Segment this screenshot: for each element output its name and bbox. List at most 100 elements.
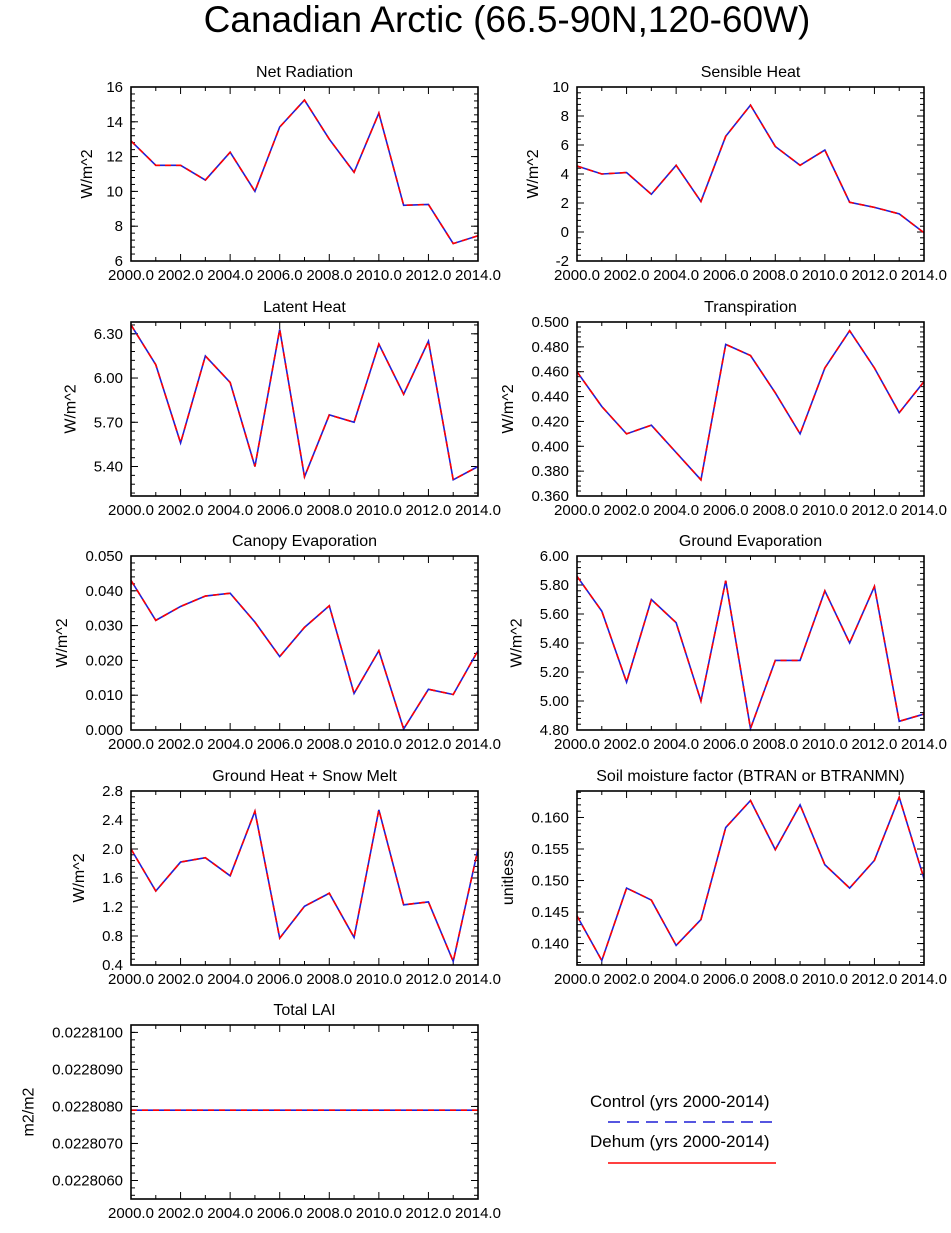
x-tick-label: 2006.0 bbox=[257, 736, 303, 753]
y-tick-label: 0.040 bbox=[85, 583, 123, 600]
series-control-line bbox=[130, 808, 479, 965]
x-tick-label: 2004.0 bbox=[207, 267, 253, 284]
x-tick-label: 2010.0 bbox=[802, 971, 848, 988]
y-tick-label: 5.70 bbox=[94, 414, 123, 431]
y-tick-label: 5.60 bbox=[540, 606, 569, 623]
panel: Latent Heat 2000.0 2002.0 2004.0 2006.0 2008.… bbox=[62, 299, 501, 519]
series-dehum-line bbox=[576, 103, 925, 234]
series-dehum-line bbox=[576, 329, 925, 482]
x-tick-label: 2010.0 bbox=[802, 267, 848, 284]
y-axis-label: W/m^2 bbox=[525, 149, 542, 198]
plot-frame bbox=[576, 790, 925, 966]
x-tick-label: 2002.0 bbox=[604, 267, 650, 284]
y-tick-label: 0.155 bbox=[531, 841, 569, 858]
x-tick-label: 2000.0 bbox=[108, 971, 154, 988]
x-tick-label: 2010.0 bbox=[356, 1205, 402, 1222]
y-tick-label: 0.150 bbox=[531, 873, 569, 890]
x-tick-label: 2004.0 bbox=[653, 736, 699, 753]
y-tick-label: 6 bbox=[561, 137, 569, 154]
y-tick-label: 0.145 bbox=[531, 904, 569, 921]
x-tick-label: 2002.0 bbox=[604, 971, 650, 988]
series-dehum-line bbox=[130, 324, 479, 482]
panel: Canopy Evaporation 2000.0 2002.0 2004.0 2006… bbox=[54, 533, 501, 753]
panel: Transpiration 2000.0 2002.0 2004.0 2006.0 200… bbox=[500, 299, 947, 519]
x-tick-label: 2004.0 bbox=[207, 971, 253, 988]
y-tick-label: 6.00 bbox=[94, 370, 123, 387]
y-tick-label: 2.4 bbox=[102, 812, 123, 829]
x-tick-label: 2002.0 bbox=[158, 1205, 204, 1222]
x-tick-label: 2014.0 bbox=[455, 1205, 501, 1222]
x-tick-label: 2000.0 bbox=[554, 736, 600, 753]
x-tick-label: 2000.0 bbox=[108, 502, 154, 519]
y-tick-label: -2 bbox=[556, 253, 569, 270]
y-tick-label: 5.80 bbox=[540, 577, 569, 594]
x-tick-label: 2012.0 bbox=[851, 267, 897, 284]
x-tick-label: 2012.0 bbox=[851, 971, 897, 988]
x-tick-label: 2008.0 bbox=[306, 736, 352, 753]
x-tick-label: 2004.0 bbox=[653, 971, 699, 988]
plot-frame bbox=[130, 1024, 479, 1200]
y-tick-label: 2 bbox=[561, 195, 569, 212]
plot-frame bbox=[130, 321, 479, 497]
y-tick-label: 0.460 bbox=[531, 364, 569, 381]
y-tick-label: 10 bbox=[106, 183, 123, 200]
x-tick-label: 2004.0 bbox=[653, 502, 699, 519]
x-tick-label: 2002.0 bbox=[158, 267, 204, 284]
plot-frame bbox=[576, 321, 925, 497]
x-tick-label: 2008.0 bbox=[752, 971, 798, 988]
series-control-line bbox=[576, 794, 925, 963]
x-tick-label: 2012.0 bbox=[405, 1205, 451, 1222]
y-tick-label: 5.00 bbox=[540, 693, 569, 710]
x-tick-label: 2012.0 bbox=[405, 736, 451, 753]
x-tick-label: 2002.0 bbox=[604, 736, 650, 753]
x-tick-label: 2008.0 bbox=[306, 502, 352, 519]
x-tick-label: 2006.0 bbox=[703, 502, 749, 519]
y-tick-label: 0.050 bbox=[85, 548, 123, 565]
x-tick-label: 2012.0 bbox=[851, 736, 897, 753]
legend: Control (yrs 2000-2014) Dehum (yrs 2000-… bbox=[590, 1092, 776, 1164]
x-tick-label: 2004.0 bbox=[207, 1205, 253, 1222]
x-tick-label: 2008.0 bbox=[752, 502, 798, 519]
x-tick-label: 2010.0 bbox=[356, 502, 402, 519]
x-tick-label: 2008.0 bbox=[752, 736, 798, 753]
y-tick-label: 8 bbox=[115, 218, 123, 235]
y-axis-label: W/m^2 bbox=[79, 149, 96, 198]
y-tick-label: 1.2 bbox=[102, 899, 123, 916]
x-tick-label: 2014.0 bbox=[901, 267, 947, 284]
x-tick-label: 2002.0 bbox=[158, 502, 204, 519]
series-control-line bbox=[576, 575, 925, 732]
x-tick-label: 2014.0 bbox=[901, 736, 947, 753]
x-tick-label: 2006.0 bbox=[703, 267, 749, 284]
panel: Ground Heat + Snow Melt 2000.0 2002.0 2004.… bbox=[71, 768, 501, 988]
y-tick-label: 12 bbox=[106, 149, 123, 166]
y-tick-label: 0.440 bbox=[531, 389, 569, 406]
x-tick-label: 2000.0 bbox=[108, 1205, 154, 1222]
x-tick-label: 2006.0 bbox=[257, 1205, 303, 1222]
y-tick-label: 2.8 bbox=[102, 783, 123, 800]
x-tick-label: 2002.0 bbox=[158, 971, 204, 988]
x-tick-label: 2004.0 bbox=[207, 736, 253, 753]
y-tick-label: 0.480 bbox=[531, 339, 569, 356]
y-tick-label: 0.020 bbox=[85, 652, 123, 669]
series-control-line bbox=[576, 329, 925, 482]
figure-title: Canadian Arctic (66.5-90N,120-60W) bbox=[204, 0, 811, 40]
panel: Ground Evaporation 2000.0 2002.0 2004.0 2006… bbox=[508, 533, 947, 753]
panel-title: Sensible Heat bbox=[701, 64, 801, 81]
series-control-line bbox=[130, 579, 479, 731]
x-tick-label: 2000.0 bbox=[554, 502, 600, 519]
x-tick-label: 2006.0 bbox=[703, 736, 749, 753]
panel-title: Ground Heat + Snow Melt bbox=[212, 768, 397, 785]
y-tick-label: 0.0228070 bbox=[52, 1135, 123, 1152]
y-tick-label: 0.010 bbox=[85, 687, 123, 704]
x-tick-label: 2006.0 bbox=[257, 971, 303, 988]
legend-dehum-label: Dehum (yrs 2000-2014) bbox=[590, 1132, 770, 1151]
x-tick-label: 2000.0 bbox=[554, 267, 600, 284]
y-tick-label: 4.80 bbox=[540, 722, 569, 739]
y-axis-label: W/m^2 bbox=[54, 618, 71, 667]
x-tick-label: 2006.0 bbox=[257, 502, 303, 519]
x-tick-label: 2000.0 bbox=[554, 971, 600, 988]
y-tick-label: 6.30 bbox=[94, 326, 123, 343]
